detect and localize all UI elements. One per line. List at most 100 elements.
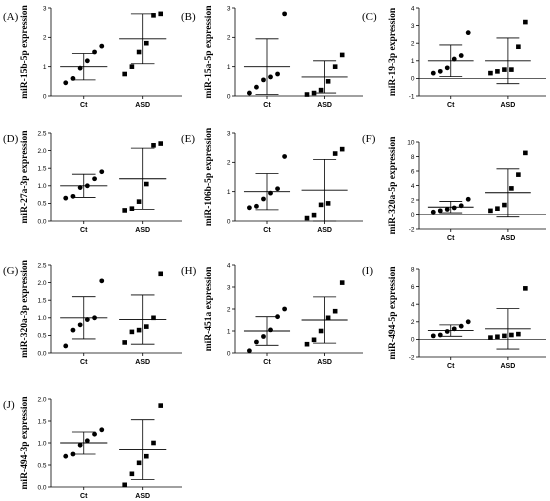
data-point-ct [437, 208, 443, 214]
panel-label: (A) [3, 11, 19, 23]
data-point-ct [77, 185, 83, 190]
y-axis-title: miR-15a-5p expression [204, 5, 214, 99]
data-point-ct [451, 205, 457, 211]
y-axis-title: miR-106b-5p expression [204, 127, 214, 226]
y-tick-label: 2.5 [37, 130, 46, 137]
data-point-asd [144, 453, 149, 459]
data-point-asd [158, 403, 164, 408]
y-axis-title: miR-15b-5p expression [20, 5, 30, 99]
data-point-ct [444, 329, 450, 334]
x-tick-label: ASD [317, 359, 332, 366]
data-point-ct [465, 319, 471, 325]
x-tick-label: ASD [135, 359, 150, 366]
y-tick-label: -2 [409, 354, 415, 361]
y-tick-label: 8 [411, 154, 415, 161]
data-point-ct [275, 71, 280, 77]
y-tick-label: 2.0 [37, 280, 46, 287]
data-point-asd [502, 202, 507, 208]
data-point-asd [516, 172, 521, 177]
x-tick-label: ASD [317, 227, 332, 234]
y-tick-label: 0 [227, 350, 231, 357]
data-point-ct [99, 278, 105, 284]
data-point-ct [465, 30, 471, 36]
y-axis-title: miR-494-5p expression [388, 266, 398, 360]
data-point-asd [311, 337, 317, 343]
y-tick-label: 1.5 [37, 298, 46, 305]
y-tick-label: 8 [411, 266, 415, 273]
y-tick-label: 0.0 [37, 350, 46, 357]
y-tick-label: 1 [227, 64, 231, 71]
data-point-asd [488, 208, 493, 214]
data-point-asd [129, 206, 135, 211]
data-point-asd [523, 150, 528, 156]
y-tick-label: 3 [227, 5, 231, 12]
y-tick-label: 0.0 [37, 484, 46, 491]
data-point-asd [144, 181, 149, 187]
data-point-asd [495, 69, 500, 74]
y-axis-title: miR-19-3p expression [388, 7, 398, 96]
x-tick-label: Ct [447, 102, 455, 109]
data-point-asd [495, 206, 500, 211]
data-point-asd [488, 335, 493, 340]
data-point-asd [332, 151, 338, 156]
data-point-asd [502, 333, 507, 339]
x-tick-label: Ct [80, 359, 88, 366]
data-point-ct [84, 58, 90, 64]
x-tick-label: Ct [263, 359, 271, 366]
data-point-asd [136, 327, 142, 333]
data-point-asd [136, 199, 142, 204]
data-point-asd [136, 460, 142, 466]
data-point-ct [254, 203, 259, 209]
data-point-asd [136, 49, 142, 55]
data-point-ct [63, 80, 69, 86]
data-point-ct [451, 326, 457, 332]
y-tick-label: 4 [411, 5, 415, 12]
y-tick-label: 0 [43, 93, 47, 100]
data-point-ct [63, 195, 69, 201]
y-tick-label: 1 [227, 189, 231, 196]
y-tick-label: 1.5 [37, 418, 46, 425]
data-point-ct [458, 53, 464, 58]
y-tick-label: 0 [227, 218, 231, 225]
data-point-asd [129, 64, 135, 69]
y-axis-title: miR-320a-5p expression [388, 136, 398, 234]
data-point-ct [77, 322, 83, 328]
x-tick-label: ASD [501, 363, 516, 370]
chart-panel-f: (F) miR-320a-5p expression -2 0 2 4 6 8 10 Ct ASD [362, 133, 546, 242]
data-point-ct [99, 169, 105, 175]
data-point-asd [318, 87, 324, 93]
data-point-asd [151, 13, 156, 18]
data-point-asd [332, 308, 338, 314]
y-axis-title: miR-494-3p expression [20, 396, 30, 490]
data-point-ct [99, 43, 105, 49]
x-tick-label: ASD [501, 235, 516, 242]
data-point-asd [509, 67, 514, 72]
data-point-asd [318, 202, 324, 208]
data-point-asd [523, 286, 528, 291]
y-tick-label: -2 [409, 226, 415, 233]
data-point-ct [247, 90, 252, 96]
y-tick-label: 6 [411, 284, 415, 291]
x-tick-label: ASD [317, 102, 332, 109]
y-tick-label: 3 [43, 5, 47, 12]
data-point-ct [444, 65, 450, 71]
data-point-asd [122, 340, 127, 345]
data-point-ct [84, 438, 90, 444]
x-tick-label: ASD [135, 493, 150, 500]
data-point-ct [282, 154, 287, 159]
data-point-ct [254, 84, 259, 90]
y-tick-label: 2.0 [37, 396, 46, 403]
y-tick-label: 2 [227, 35, 231, 42]
panel-label: (F) [362, 133, 376, 145]
chart-panel-c: (C) miR-19-3p expression -1 0 1 2 3 4 Ct ASD [362, 5, 546, 109]
x-tick-label: Ct [80, 493, 88, 500]
y-tick-label: 2 [227, 306, 231, 313]
data-point-ct [444, 207, 450, 212]
y-tick-label: 2.5 [37, 262, 46, 269]
data-point-asd [158, 141, 164, 146]
data-point-ct [77, 442, 83, 448]
panel-label: (E) [181, 133, 195, 145]
x-tick-label: ASD [135, 227, 150, 234]
panel-label: (C) [362, 11, 377, 23]
data-point-ct [247, 348, 252, 354]
